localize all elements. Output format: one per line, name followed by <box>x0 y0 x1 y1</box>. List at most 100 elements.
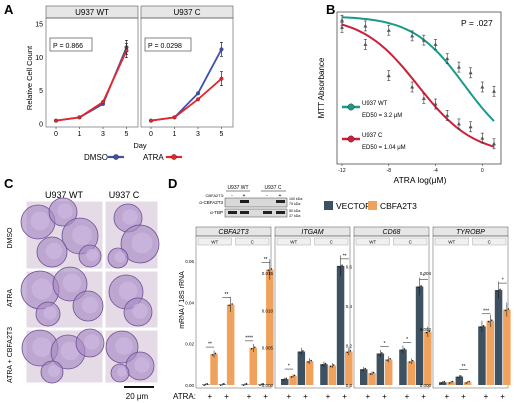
bar <box>399 349 407 385</box>
fit-curve-1 <box>341 23 495 148</box>
cell-nucleus <box>45 242 63 260</box>
gene-title: CBFA2T3 <box>218 229 248 236</box>
data-point <box>456 121 461 126</box>
group-strip-c <box>393 237 428 246</box>
bar <box>376 353 385 385</box>
data-point <box>421 96 426 100</box>
facet-c-frame <box>140 17 234 128</box>
cell-nucleus <box>57 203 73 219</box>
sig-label: * <box>423 274 425 280</box>
cell-nucleus <box>134 357 150 373</box>
blot-row-cbfa2t3: α-CBFA2T3 <box>199 200 223 205</box>
panel-a-ytick-label: 5 <box>39 88 43 95</box>
blot-mw-100: 100 kDa <box>289 197 302 201</box>
cell-nucleus <box>85 248 99 262</box>
panel-b-xtick-label: -4 <box>433 168 438 174</box>
data-point <box>410 85 415 89</box>
group-label-c: C <box>409 240 413 245</box>
data-point <box>340 18 344 22</box>
sig-label: **** <box>245 335 253 341</box>
panel-a-xtick-label: 0 <box>54 131 58 138</box>
bar <box>289 376 297 385</box>
atra-sign: + <box>342 392 347 401</box>
blot-col-wt: U937 WT <box>227 185 248 191</box>
series-line-atra <box>55 50 128 122</box>
replicate-dot <box>420 285 422 287</box>
legend-cbfa2t3-label: CBFA2T3 <box>380 201 417 211</box>
data-point <box>468 70 473 75</box>
sig-label: ** <box>343 253 347 259</box>
data-point-atra <box>77 115 82 120</box>
data-point-atra <box>101 100 105 104</box>
bar <box>297 351 306 385</box>
atra-sign: + <box>484 392 489 401</box>
replicate-dot <box>346 351 349 354</box>
fit-curve-0 <box>341 16 495 122</box>
bar <box>368 373 376 385</box>
replicate-dot <box>250 347 253 350</box>
panel-d-ylabel: mRNA / 18S rRNA <box>179 271 186 329</box>
group-strip-wt <box>355 237 390 246</box>
panel-b-xtick-label: -12 <box>338 168 345 174</box>
panel-a-xtick-label: 5 <box>125 131 129 138</box>
replicate-dot <box>389 357 391 360</box>
cell-nucleus <box>31 278 53 300</box>
bar <box>424 331 432 385</box>
replicate-dot <box>372 371 375 374</box>
replicate-dot <box>490 319 493 321</box>
bar <box>320 364 328 385</box>
data-point <box>433 42 438 46</box>
data-point <box>445 56 450 61</box>
blot-mw-75: 75 kDa <box>289 202 300 206</box>
cell-nucleus <box>32 337 52 357</box>
group-label-wt: WT <box>211 240 218 245</box>
replicate-dot <box>496 290 498 292</box>
data-point-atra <box>172 115 177 120</box>
scalebar-label: 20 μm <box>126 392 149 401</box>
replicate-dot <box>381 352 383 354</box>
panel-c-micrographs <box>20 197 160 384</box>
atra-sign: + <box>500 392 505 401</box>
replicate-dot <box>270 268 273 270</box>
blot-col-c: U937 C <box>265 185 282 191</box>
data-point <box>480 136 485 140</box>
series-line-atra <box>150 77 223 122</box>
replicate-dot <box>386 359 388 361</box>
atra-sign: + <box>365 392 370 401</box>
data-point <box>433 102 438 106</box>
ytick-label: 0.02 <box>185 342 194 347</box>
panel-c-row-atra: ATRA <box>7 289 14 307</box>
gene-title: CD68 <box>383 229 401 236</box>
ytick-label: 0.2 <box>346 343 353 348</box>
facet-c-pvalue: P = 0.0298 <box>148 43 182 50</box>
bar <box>415 286 424 385</box>
panel-a-ytick-label: 15 <box>35 22 43 29</box>
cell-nucleus <box>43 306 57 320</box>
atra-sign: + <box>286 392 291 401</box>
bar <box>249 347 257 385</box>
replicate-dot <box>361 369 364 371</box>
replicate-dot <box>206 382 209 385</box>
atra-sign: + <box>247 392 252 401</box>
replicate-dot <box>440 382 443 384</box>
replicate-dot <box>214 352 217 355</box>
legend-c-label: U937 C <box>362 133 383 139</box>
blot-sign-3: - <box>266 193 268 199</box>
panel-b-pvalue: P = .027 <box>461 18 493 28</box>
panel-a-xtick-label: 3 <box>101 131 105 138</box>
panel-b-xticks: -12 -8 -4 0 <box>338 164 484 174</box>
panel-a-ylabel: Relative Cell Count <box>25 45 34 110</box>
replicate-dot <box>321 364 324 366</box>
sig-label: ** <box>225 292 229 298</box>
bar <box>384 359 393 385</box>
bar <box>407 361 415 385</box>
bar <box>503 309 511 385</box>
cell-nucleus <box>114 251 126 263</box>
group-strip-wt <box>276 237 311 246</box>
data-point <box>386 73 391 78</box>
group-strip-c <box>235 237 270 246</box>
cell-nucleus <box>118 281 138 301</box>
replicate-dot <box>408 361 411 363</box>
